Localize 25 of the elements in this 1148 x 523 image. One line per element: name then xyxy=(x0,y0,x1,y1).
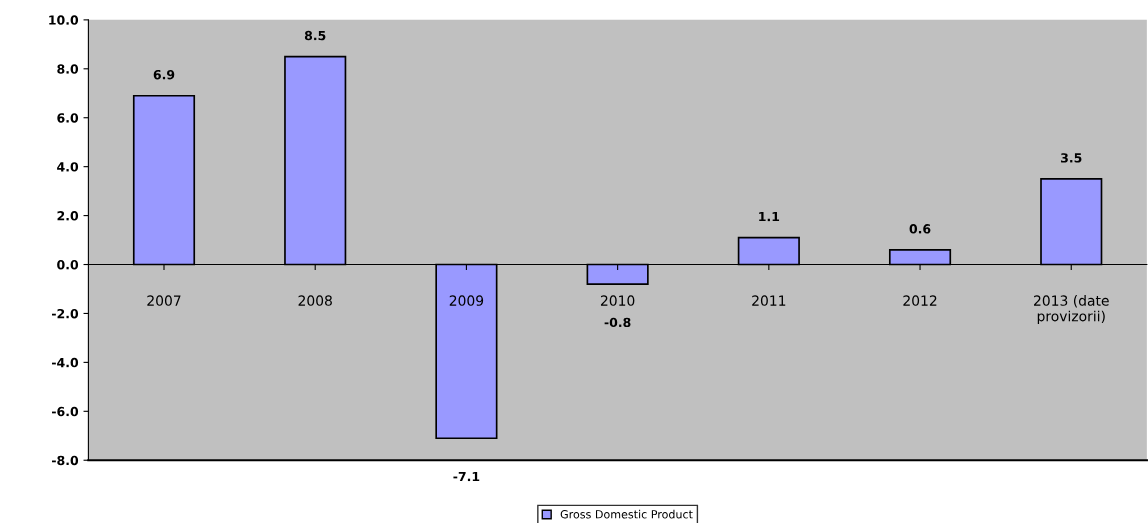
data-label: -7.1 xyxy=(453,471,480,482)
x-tick-label: 2013 (date provizorii) xyxy=(1034,295,1109,325)
y-tick-label: 6.0 xyxy=(57,113,79,123)
legend-label: Gross Domestic Product xyxy=(560,509,693,519)
x-tick-label: 2009 xyxy=(449,295,484,306)
y-tick-label: 0.0 xyxy=(57,259,79,270)
y-tick-label: -4.0 xyxy=(52,357,79,368)
x-tick-label: 2010 xyxy=(600,295,635,306)
y-tick-label: -8.0 xyxy=(52,455,79,466)
data-label: 6.9 xyxy=(153,69,175,80)
x-tick-label: 2011 xyxy=(752,295,786,306)
data-label: 3.5 xyxy=(1061,153,1082,163)
x-tick-label: 2012 xyxy=(903,295,937,306)
data-label: 1.1 xyxy=(759,212,780,222)
data-label: 0.6 xyxy=(909,224,931,234)
data-label: -0.8 xyxy=(604,317,631,328)
x-tick-label: 2008 xyxy=(298,295,332,306)
y-tick-label: 8.0 xyxy=(57,64,79,74)
y-tick-label: 2.0 xyxy=(57,211,79,221)
y-tick-label: 4.0 xyxy=(57,162,79,172)
x-tick-label: 2007 xyxy=(147,295,181,306)
y-tick-label: -2.0 xyxy=(52,308,79,319)
data-label: 8.5 xyxy=(304,30,326,41)
y-tick-label: 10.0 xyxy=(49,15,79,25)
y-tick-label: -6.0 xyxy=(52,406,79,417)
